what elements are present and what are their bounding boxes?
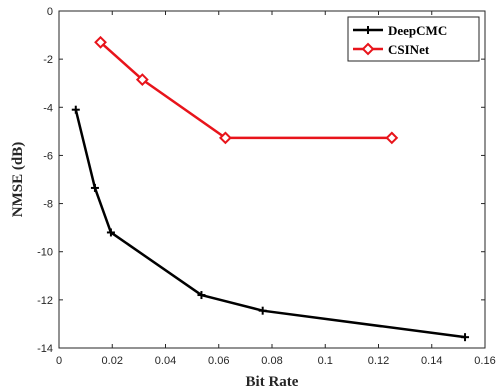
legend-marker-deepcmc	[364, 26, 372, 34]
y-axis-title: NMSE (dB)	[10, 142, 26, 217]
series-layer	[71, 35, 470, 342]
legend-box	[347, 16, 480, 62]
data-point-deepcmc	[461, 333, 470, 342]
y-tick-label: 0	[47, 6, 53, 18]
x-tick-label: 0.02	[102, 355, 123, 367]
x-tick-label: 0.04	[155, 355, 176, 367]
legend-entry-csinet: CSINet	[353, 42, 430, 57]
data-point-csinet	[135, 73, 149, 87]
x-tick-label: 0.16	[474, 355, 495, 367]
x-tick-label: 0.14	[421, 355, 442, 367]
series-deepcmc	[71, 105, 470, 342]
y-tick-label: -8	[43, 199, 53, 211]
legend: DeepCMC CSINet	[347, 16, 480, 62]
series-csinet	[94, 35, 399, 145]
y-tick-label: -4	[43, 102, 53, 114]
y-axis-ticks: 0 -2 -4 -6 -8 -10 -12 -14	[37, 6, 485, 355]
y-tick-label: -10	[37, 247, 53, 259]
legend-marker-csinet	[361, 42, 375, 56]
x-tick-label: 0.12	[368, 355, 389, 367]
y-tick-label: -14	[37, 343, 53, 355]
data-point-deepcmc	[258, 306, 267, 315]
data-point-deepcmc	[106, 228, 115, 237]
x-tick-label: 0.1	[318, 355, 333, 367]
series-line-csinet	[99, 41, 392, 140]
y-tick-label: -2	[43, 54, 53, 66]
legend-label-deepcmc: DeepCMC	[388, 23, 447, 38]
x-tick-label: 0.08	[261, 355, 282, 367]
data-point-deepcmc	[197, 291, 206, 300]
data-point-csinet	[385, 131, 399, 145]
data-point-csinet	[218, 131, 232, 145]
series-line-deepcmc	[74, 109, 466, 339]
x-tick-label: 0.06	[208, 355, 229, 367]
data-point-deepcmc	[71, 105, 80, 114]
y-tick-label: -6	[43, 150, 53, 162]
data-point-deepcmc	[90, 183, 99, 192]
y-tick-label: -12	[37, 295, 53, 307]
data-point-csinet	[94, 35, 107, 49]
x-tick-label: 0	[56, 355, 62, 367]
x-axis-ticks: 0 0.02 0.04 0.06 0.08 0.1 0.12 0.14 0.16	[56, 11, 496, 367]
x-axis-title: Bit Rate	[246, 374, 299, 390]
legend-entries: DeepCMC CSINet	[353, 23, 447, 57]
legend-entry-deepcmc: DeepCMC	[353, 23, 447, 38]
legend-label-csinet: CSINet	[388, 42, 430, 57]
